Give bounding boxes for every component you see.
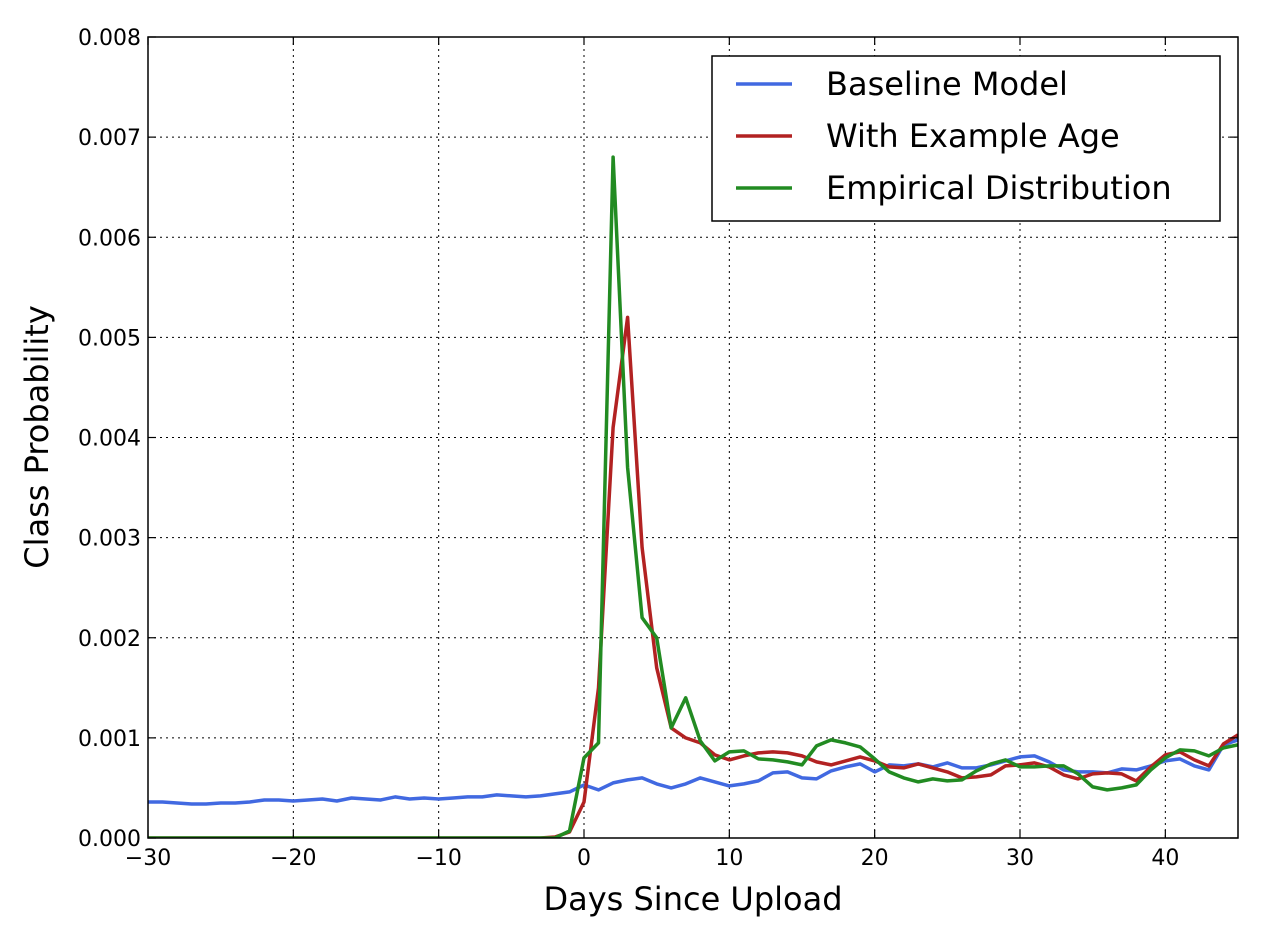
x-tick-label: 40: [1151, 846, 1179, 871]
y-axis-title: Class Probability: [18, 305, 56, 569]
y-tick-label: 0.007: [78, 126, 141, 151]
x-tick-label: 20: [861, 846, 889, 871]
with-example-age-line: [148, 315, 1238, 838]
y-tick-label: 0.002: [78, 627, 141, 652]
x-tick-label: 0: [577, 846, 591, 871]
x-axis-title: Days Since Upload: [543, 880, 842, 918]
y-tick-label: 0.001: [78, 727, 141, 752]
y-tick-label: 0.006: [78, 226, 141, 251]
x-tick-label: 30: [1006, 846, 1034, 871]
legend-box: [711, 55, 1221, 222]
x-tick-label: −20: [270, 846, 316, 871]
plot-frame: [147, 36, 1239, 839]
legend-label-empirical-distribution: Empirical Distribution: [826, 169, 1172, 207]
legend-label-baseline-model: Baseline Model: [826, 65, 1068, 103]
y-tick-label: 0.003: [78, 527, 141, 552]
axis-ticks: −30 −20 −10 0 10 20 30 40 0.000 0.001 0.002 0.003 0.…: [78, 26, 1238, 871]
y-tick-label: 0.008: [78, 26, 141, 51]
y-tick-label: 0.004: [78, 427, 141, 452]
y-tick-label: 0.005: [78, 326, 141, 351]
series-layer: [148, 155, 1238, 838]
x-tick-label: −30: [125, 846, 171, 871]
legend-label-with-example-age: With Example Age: [826, 117, 1120, 155]
y-tick-label: 0.000: [78, 827, 141, 852]
legend: Baseline Model With Example Age Empirica…: [711, 55, 1221, 222]
x-tick-label: −10: [415, 846, 461, 871]
x-tick-label: 10: [715, 846, 743, 871]
empirical-distribution-line: [148, 155, 1238, 838]
